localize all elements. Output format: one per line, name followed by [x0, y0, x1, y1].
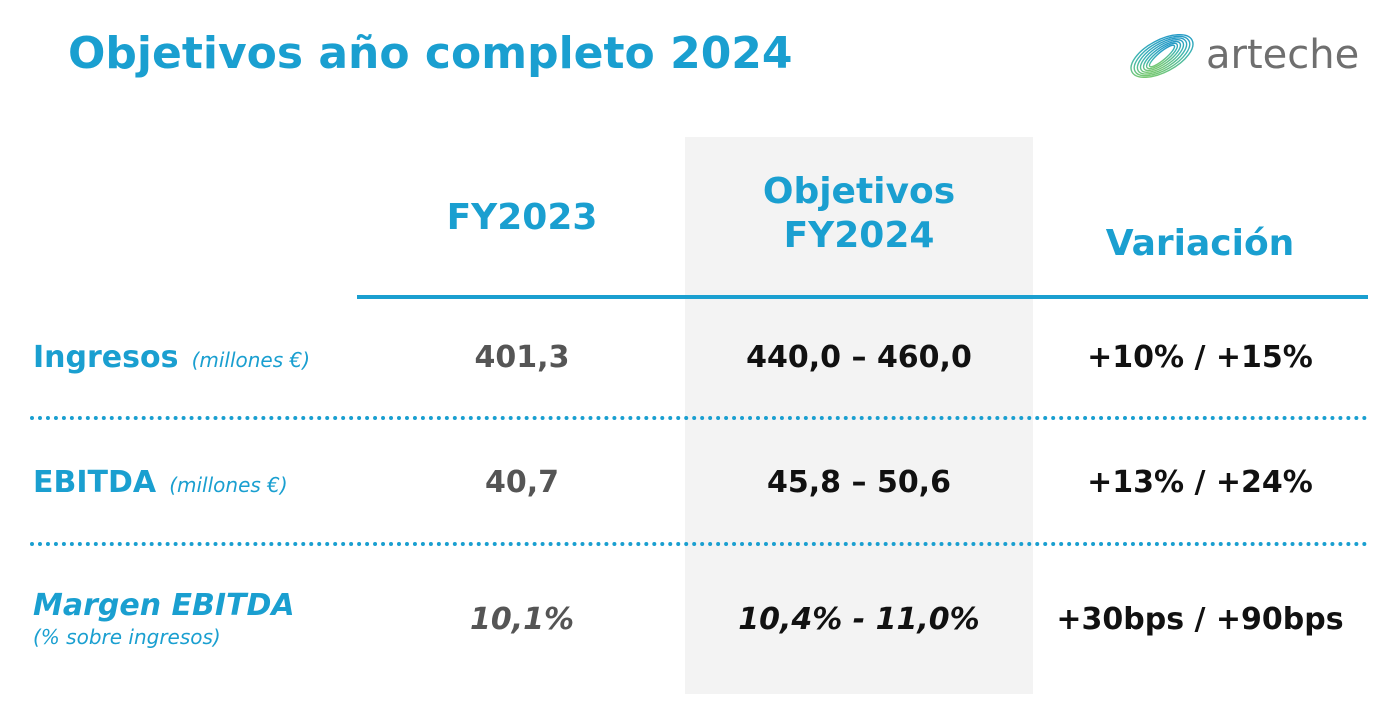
- cell-ingresos-fy2023: 401,3: [474, 340, 570, 375]
- column-header-fy2023: FY2023: [446, 197, 598, 238]
- cell-margen-objetivos: 10,4% - 11,0%: [738, 602, 980, 637]
- row-divider: [30, 542, 1368, 546]
- cell-margen-fy2023: 10,1%: [469, 602, 575, 637]
- row-label-main: Ingresos: [33, 340, 179, 375]
- cell-ingresos-variacion: +10% / +15%: [1087, 340, 1313, 375]
- row-label-ebitda: EBITDA (millones €): [33, 465, 288, 500]
- cell-ebitda-objetivos: 45,8 – 50,6: [767, 465, 951, 500]
- row-label-unit: (% sobre ingresos): [33, 625, 221, 649]
- page-title: Objetivos año completo 2024: [68, 28, 793, 79]
- arteche-logo: arteche: [1120, 28, 1370, 88]
- cell-ingresos-objetivos: 440,0 – 460,0: [746, 340, 972, 375]
- column-header-objetivos-line1: Objetivos: [762, 171, 956, 212]
- row-label-main: EBITDA: [33, 465, 157, 500]
- row-label-unit: (millones €): [169, 473, 288, 497]
- row-label-unit: (millones €): [191, 348, 311, 372]
- cell-ebitda-fy2023: 40,7: [484, 465, 560, 500]
- row-label-margen-ebitda: Margen EBITDA (% sobre ingresos): [33, 588, 295, 649]
- row-label-main: Margen EBITDA: [33, 588, 295, 623]
- cell-margen-variacion: +30bps / +90bps: [1056, 602, 1344, 637]
- cell-ebitda-variacion: +13% / +24%: [1087, 465, 1313, 500]
- column-header-variacion: Variación: [1105, 223, 1295, 264]
- column-header-objetivos-line2: FY2024: [783, 215, 935, 256]
- logo-text: arteche: [1206, 32, 1360, 78]
- header-rule: [357, 295, 1368, 299]
- objetivos-column-highlight: [685, 137, 1033, 694]
- row-divider: [30, 416, 1368, 420]
- column-header-objetivos: Objetivos FY2024: [685, 170, 1033, 258]
- row-label-ingresos: Ingresos (millones €): [33, 340, 310, 375]
- arteche-logo-icon: [1130, 33, 1194, 79]
